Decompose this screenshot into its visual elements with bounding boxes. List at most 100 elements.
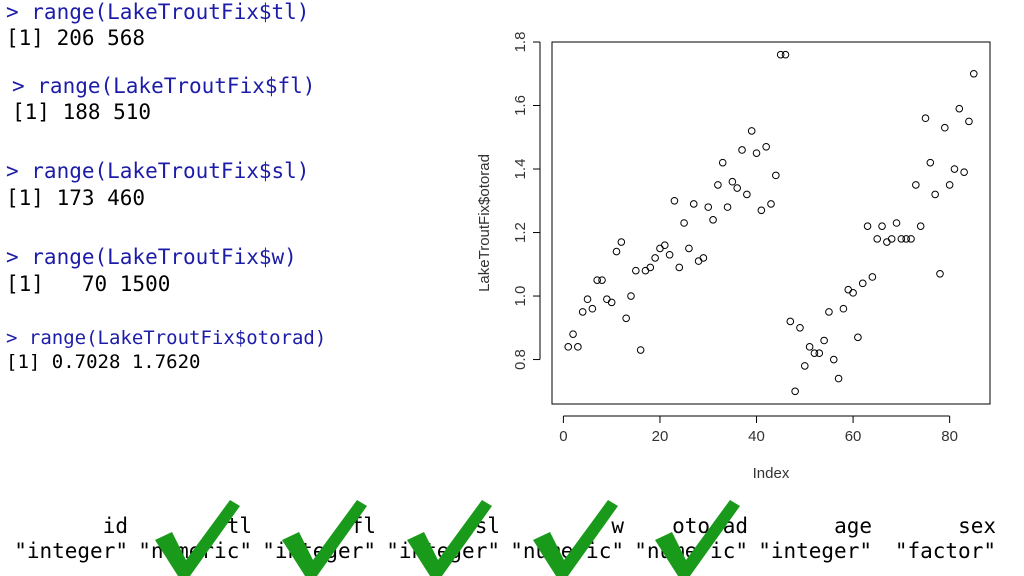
point	[825, 308, 833, 316]
output: [1] 206 568	[6, 26, 146, 50]
point	[849, 289, 857, 297]
point	[718, 158, 727, 167]
point	[670, 196, 679, 205]
point	[704, 203, 713, 211]
column-type: "factor"	[894, 539, 996, 563]
column: tl "numeric"	[128, 514, 252, 564]
column-name: w	[611, 514, 624, 538]
y-axis-label: LakeTroutFix$otorad	[476, 154, 493, 292]
column-type: "numeric"	[634, 539, 748, 563]
point	[912, 181, 920, 189]
point	[931, 190, 939, 199]
column-name: age	[834, 514, 872, 538]
point	[588, 304, 597, 313]
point	[854, 333, 862, 342]
point	[892, 219, 901, 227]
point	[800, 362, 809, 370]
point	[709, 216, 717, 224]
point	[772, 171, 780, 180]
x-tick-label: 60	[845, 428, 862, 445]
point	[685, 244, 693, 253]
column-name: sex	[958, 514, 996, 538]
point	[743, 190, 751, 199]
point	[694, 257, 703, 265]
command: > range(LakeTroutFix$w)	[6, 245, 297, 269]
point	[969, 69, 978, 78]
command: > range(LakeTroutFix$fl)	[12, 74, 316, 98]
column: otorad "numeric"	[624, 514, 748, 564]
plot-box	[551, 41, 991, 405]
column: sl "integer"	[376, 514, 500, 564]
point	[723, 203, 732, 211]
point	[829, 355, 838, 364]
point	[873, 235, 882, 243]
y-tick-label: 1.4	[512, 159, 529, 180]
point	[941, 123, 949, 132]
point	[781, 50, 790, 59]
point	[583, 295, 592, 304]
point	[878, 222, 886, 230]
point	[656, 244, 664, 253]
point	[636, 346, 645, 354]
point	[907, 235, 915, 243]
point	[902, 235, 910, 243]
point	[757, 206, 766, 215]
column: age "integer"	[748, 514, 872, 564]
point	[796, 323, 804, 332]
x-tick-label: 80	[941, 428, 958, 445]
point	[689, 200, 698, 208]
point	[965, 117, 973, 126]
point	[593, 276, 601, 284]
point	[810, 349, 819, 357]
point	[699, 254, 708, 262]
point	[627, 292, 635, 300]
point	[887, 235, 896, 243]
command: > range(LakeTroutFix$sl)	[6, 159, 310, 183]
point	[897, 235, 906, 243]
point	[820, 336, 828, 345]
column: w "numeric"	[500, 514, 624, 564]
point	[617, 238, 626, 246]
point	[839, 304, 848, 313]
point	[641, 266, 650, 275]
point	[632, 266, 640, 275]
point	[776, 50, 785, 59]
point	[960, 168, 968, 176]
chart: Index LakeTroutFix$otorad 0 20 40 60 80 0.8 1.…	[476, 32, 991, 482]
command: > range(LakeTroutFix$otorad)	[6, 327, 327, 349]
column-type: "integer"	[262, 539, 376, 563]
point	[868, 273, 877, 281]
output: [1] 0.7028 1.7620	[6, 351, 201, 373]
point	[612, 247, 621, 256]
point	[607, 298, 616, 307]
point	[786, 317, 795, 326]
point	[564, 343, 573, 351]
point	[805, 343, 814, 351]
column-name: fl	[350, 514, 376, 538]
point	[714, 181, 722, 189]
point	[752, 149, 761, 157]
output: [1] 188 510	[12, 100, 152, 124]
column-name: otorad	[672, 514, 748, 538]
command: > range(LakeTroutFix$tl)	[6, 0, 310, 24]
point	[660, 241, 669, 250]
point	[738, 146, 746, 154]
y-tick-label: 1.2	[512, 222, 529, 243]
point	[883, 238, 891, 246]
y-tick-label: 1.8	[512, 32, 529, 53]
y-tick-label: 1.0	[512, 286, 529, 307]
point	[733, 184, 742, 192]
output: [1] 173 460	[6, 186, 146, 210]
point	[950, 165, 959, 173]
x-axis-label: Index	[753, 465, 790, 482]
x-tick-label: 0	[559, 428, 567, 445]
point	[646, 263, 655, 272]
point	[622, 314, 630, 323]
x-tick-label: 20	[652, 428, 669, 445]
column-name: tl	[226, 514, 252, 538]
point	[858, 279, 867, 288]
point	[651, 254, 659, 262]
column-type: "integer"	[14, 539, 128, 563]
point	[747, 127, 756, 135]
column-type: "integer"	[386, 539, 500, 563]
